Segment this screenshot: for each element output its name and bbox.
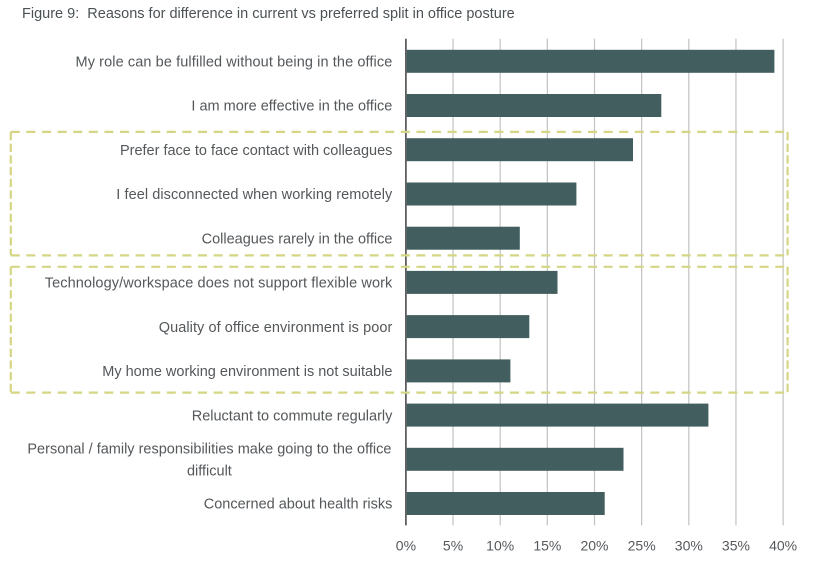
svg-text:My home working environment is: My home working environment is not suita… bbox=[102, 364, 392, 380]
svg-text:Quality of office environment: Quality of office environment is poor bbox=[159, 320, 393, 336]
svg-text:20%: 20% bbox=[580, 538, 608, 554]
svg-text:My role can be fulfilled witho: My role can be fulfilled without being i… bbox=[76, 55, 393, 71]
svg-text:0%: 0% bbox=[396, 538, 416, 554]
svg-text:30%: 30% bbox=[675, 538, 703, 554]
svg-text:5%: 5% bbox=[443, 538, 463, 554]
svg-text:I feel disconnected when worki: I feel disconnected when working remotel… bbox=[116, 187, 393, 203]
svg-text:Prefer face to face contact wi: Prefer face to face contact with colleag… bbox=[120, 143, 392, 159]
svg-text:Technology/workspace does not: Technology/workspace does not support fl… bbox=[45, 276, 393, 292]
svg-text:I am more effective in the off: I am more effective in the office bbox=[191, 99, 392, 115]
svg-text:Concerned about health risks: Concerned about health risks bbox=[204, 497, 393, 513]
svg-text:10%: 10% bbox=[486, 538, 514, 554]
svg-text:25%: 25% bbox=[628, 538, 656, 554]
svg-text:Personal / family responsibili: Personal / family responsibilities make … bbox=[27, 442, 391, 458]
svg-text:Reluctant to commute regularly: Reluctant to commute regularly bbox=[192, 408, 393, 424]
svg-text:35%: 35% bbox=[722, 538, 750, 554]
svg-text:Colleagues rarely in the offic: Colleagues rarely in the office bbox=[202, 231, 393, 247]
svg-text:40%: 40% bbox=[769, 538, 797, 554]
svg-text:Figure 9: Reasons for differe: Figure 9: Reasons for difference in curr… bbox=[22, 6, 515, 22]
svg-text:difficult: difficult bbox=[187, 463, 232, 479]
svg-text:15%: 15% bbox=[533, 538, 561, 554]
